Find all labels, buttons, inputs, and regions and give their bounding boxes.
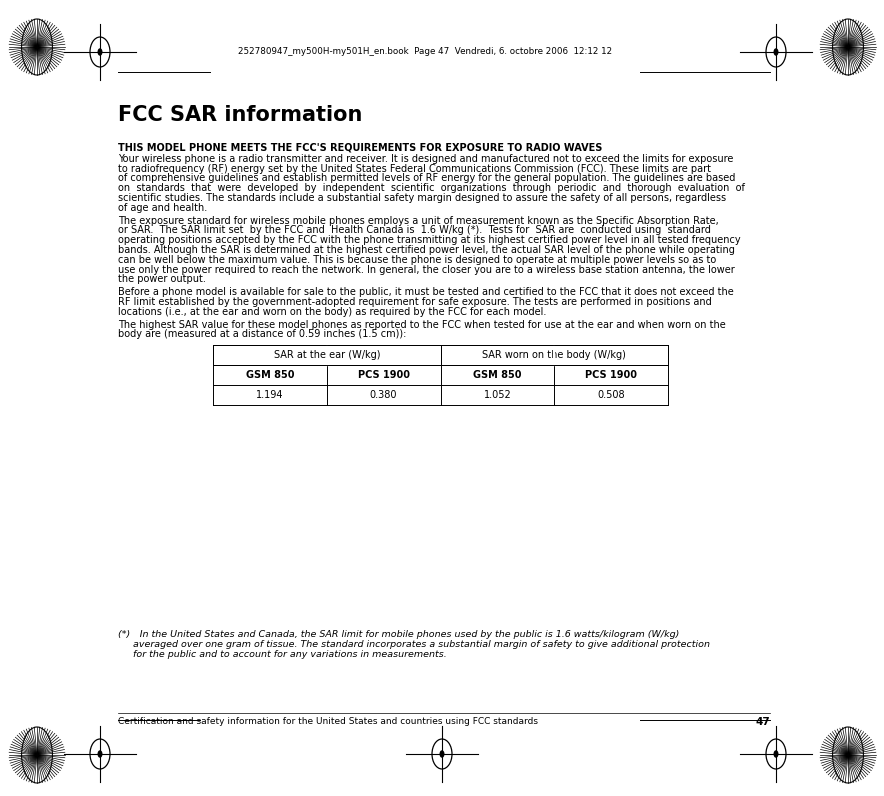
Text: Before a phone model is available for sale to the public, it must be tested and : Before a phone model is available for sa… [118, 287, 734, 297]
Text: Your wireless phone is a radio transmitter and receiver. It is designed and manu: Your wireless phone is a radio transmitt… [118, 154, 734, 164]
Text: PCS 1900: PCS 1900 [585, 370, 637, 380]
Text: 1.052: 1.052 [484, 390, 511, 400]
Text: SAR at the ear (W/kg): SAR at the ear (W/kg) [273, 350, 380, 361]
Text: averaged over one gram of tissue. The standard incorporates a substantial margin: averaged over one gram of tissue. The st… [118, 640, 710, 650]
Text: THIS MODEL PHONE MEETS THE FCC'S REQUIREMENTS FOR EXPOSURE TO RADIO WAVES: THIS MODEL PHONE MEETS THE FCC'S REQUIRE… [118, 143, 602, 153]
Text: for the public and to account for any variations in measurements.: for the public and to account for any va… [118, 650, 446, 659]
Ellipse shape [774, 49, 779, 56]
Text: on  standards  that  were  developed  by  independent  scientific  organizations: on standards that were developed by inde… [118, 183, 745, 193]
Text: of age and health.: of age and health. [118, 203, 207, 213]
Text: FCC SAR information: FCC SAR information [118, 105, 362, 125]
Ellipse shape [774, 751, 779, 758]
Text: of comprehensive guidelines and establish permitted levels of RF energy for the : of comprehensive guidelines and establis… [118, 174, 735, 183]
Text: operating positions accepted by the FCC with the phone transmitting at its highe: operating positions accepted by the FCC … [118, 235, 741, 245]
Ellipse shape [97, 751, 103, 758]
Text: GSM 850: GSM 850 [473, 370, 522, 380]
Text: 0.508: 0.508 [598, 390, 625, 400]
Text: The highest SAR value for these model phones as reported to the FCC when tested : The highest SAR value for these model ph… [118, 320, 726, 330]
Text: locations (i.e., at the ear and worn on the body) as required by the FCC for eac: locations (i.e., at the ear and worn on … [118, 306, 546, 317]
Text: Certification and safety information for the United States and countries using F: Certification and safety information for… [118, 717, 538, 726]
Text: or SAR.  The SAR limit set  by the FCC and  Health Canada is  1.6 W/kg (*).  Tes: or SAR. The SAR limit set by the FCC and… [118, 225, 711, 236]
Text: bands. Although the SAR is determined at the highest certified power level, the : bands. Although the SAR is determined at… [118, 245, 735, 255]
Text: (*) In the United States and Canada, the SAR limit for mobile phones used by the: (*) In the United States and Canada, the… [118, 630, 680, 639]
Text: 252780947_my500H-my501H_en.book  Page 47  Vendredi, 6. octobre 2006  12:12 12: 252780947_my500H-my501H_en.book Page 47 … [238, 48, 612, 57]
Text: use only the power required to reach the network. In general, the closer you are: use only the power required to reach the… [118, 264, 735, 275]
Text: the power output.: the power output. [118, 275, 206, 284]
Text: The exposure standard for wireless mobile phones employs a unit of measurement k: The exposure standard for wireless mobil… [118, 216, 719, 225]
Ellipse shape [439, 751, 445, 758]
Text: can be well below the maximum value. This is because the phone is designed to op: can be well below the maximum value. Thi… [118, 255, 716, 265]
Text: 0.380: 0.380 [370, 390, 398, 400]
Ellipse shape [97, 49, 103, 56]
Text: RF limit established by the government-adopted requirement for safe exposure. Th: RF limit established by the government-a… [118, 297, 712, 307]
Text: SAR worn on the body (W/kg): SAR worn on the body (W/kg) [483, 350, 626, 361]
Text: body are (measured at a distance of 0.59 inches (1.5 cm)):: body are (measured at a distance of 0.59… [118, 330, 407, 339]
Text: to radiofrequency (RF) energy set by the United States Federal Communications Co: to radiofrequency (RF) energy set by the… [118, 164, 711, 174]
Text: scientific studies. The standards include a substantial safety margin designed t: scientific studies. The standards includ… [118, 193, 726, 203]
Text: 1.194: 1.194 [256, 390, 284, 400]
Text: GSM 850: GSM 850 [246, 370, 294, 380]
Text: 47: 47 [755, 717, 770, 727]
Text: PCS 1900: PCS 1900 [358, 370, 409, 380]
